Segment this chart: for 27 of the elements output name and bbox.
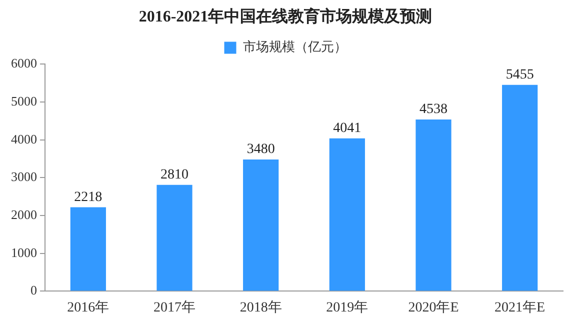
y-tick-label: 0: [30, 282, 37, 298]
x-tick-label: 2020年E: [408, 299, 459, 316]
x-tick-label: 2019年: [326, 299, 368, 316]
y-tick-label: 2000: [11, 206, 37, 222]
y-tick-label: 5000: [11, 93, 37, 108]
data-label: 2810: [160, 168, 188, 183]
bar: [416, 120, 452, 291]
data-label: 5455: [506, 67, 534, 82]
bar: [156, 184, 192, 291]
x-tick-label: 2017年: [154, 299, 196, 316]
bar: [502, 84, 538, 291]
x-tick-label: 2016年: [67, 299, 110, 316]
y-tick-label: 1000: [11, 244, 37, 260]
chart-title: 2016-2021年中国在线教育市场规模及预测: [138, 6, 432, 26]
x-tick-label: 2021年E: [494, 299, 546, 316]
data-label: 4538: [420, 102, 448, 118]
y-tick-label: 4000: [11, 131, 37, 146]
data-label: 2218: [74, 190, 102, 205]
bar: [329, 138, 365, 291]
bar: [243, 160, 279, 291]
data-label: 3480: [246, 142, 275, 158]
bar: [70, 207, 106, 291]
x-tick-label: 2018年: [240, 299, 282, 316]
y-tick-label: 3000: [11, 169, 37, 184]
y-tick-label: 6000: [11, 56, 37, 71]
data-label: 4041: [333, 120, 362, 136]
legend-label: 市场规模（亿元）: [242, 40, 347, 56]
